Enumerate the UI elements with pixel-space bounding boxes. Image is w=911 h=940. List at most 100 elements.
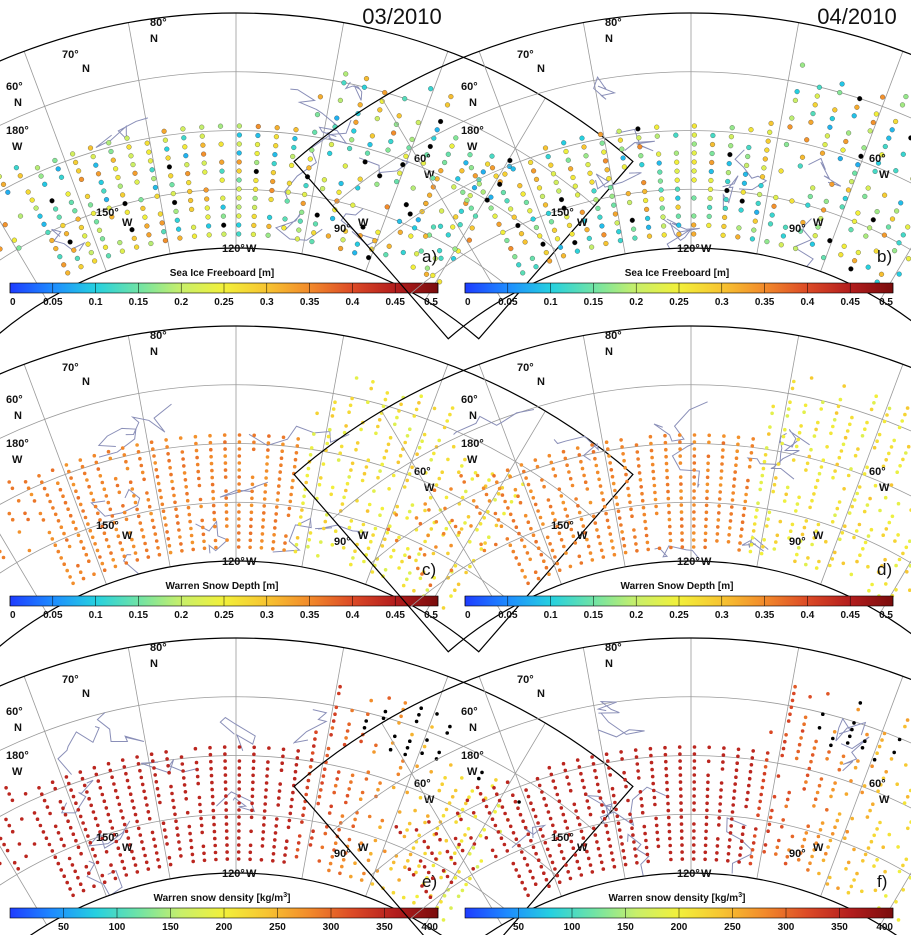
- lat-label-70: 70°: [517, 362, 534, 374]
- lon-label-w: W: [879, 794, 890, 806]
- lat-label-70: 70°: [517, 674, 534, 686]
- colorbar-tick-label: 0.25: [214, 297, 234, 308]
- colorbar-tick-label: 0.1: [544, 297, 558, 308]
- panel-letter: a): [422, 247, 437, 266]
- colorbar-tick-label: 0.15: [584, 297, 604, 308]
- lat-label-n: N: [14, 97, 22, 109]
- date-label: 03/2010: [362, 4, 442, 29]
- lat-label-80: 80°: [605, 330, 622, 342]
- panel-letter: d): [877, 560, 892, 579]
- lon-label-120: 120°: [677, 868, 700, 880]
- colorbar-tick-label: 200: [216, 922, 233, 933]
- lon-label-180: 180°: [461, 750, 484, 762]
- lat-label-70: 70°: [62, 674, 79, 686]
- lat-label-70: 70°: [62, 362, 79, 374]
- colorbar-tick-label: 0: [10, 610, 16, 621]
- colorbar-tick-label: 0: [10, 297, 16, 308]
- colorbar-tick-label: 0.25: [669, 610, 689, 621]
- colorbar-tick-label: 0.05: [43, 297, 63, 308]
- lon-label-w: W: [246, 556, 257, 568]
- colorbar-tick-label: 0.3: [715, 297, 729, 308]
- lat-label-60: 60°: [461, 81, 478, 93]
- colorbar-tick-label: 150: [617, 922, 634, 933]
- lon-label-w: W: [813, 842, 824, 854]
- lat-label-60: 60°: [6, 81, 23, 93]
- colorbar-tick-label: 0.1: [89, 297, 103, 308]
- colorbar-tick-label: 300: [778, 922, 795, 933]
- lon-label-w: W: [358, 217, 369, 229]
- lat-label-60: 60°: [6, 394, 23, 406]
- colorbar-tick-label: 0.45: [385, 297, 405, 308]
- colorbar-tick-label: 0.3: [260, 610, 274, 621]
- colorbar-tick-label: 0.4: [800, 610, 814, 621]
- colorbar-tick-label: 350: [831, 922, 848, 933]
- colorbar-tick-label: 0.45: [840, 610, 860, 621]
- lat-label-n: N: [82, 63, 90, 75]
- panel-letter: e): [422, 872, 437, 891]
- panel-letter: f): [877, 872, 887, 891]
- colorbar-tick-label: 0.2: [629, 610, 643, 621]
- lat-label-n: N: [150, 346, 158, 358]
- lon-label-180: 180°: [461, 438, 484, 450]
- lat-label-n: N: [150, 658, 158, 670]
- colorbar-tick-label: 0.15: [584, 610, 604, 621]
- lon-label-w: W: [12, 454, 23, 466]
- lon-label-120: 120°: [222, 243, 245, 255]
- colorbar-tick-label: 0.5: [424, 297, 438, 308]
- lon-label-w: W: [122, 217, 133, 229]
- colorbar-tick-label: 0.3: [260, 297, 274, 308]
- lon-label-60: 60°: [869, 778, 886, 790]
- lat-label-n: N: [537, 376, 545, 388]
- colorbar-tick-label: 50: [513, 922, 525, 933]
- lat-label-60: 60°: [461, 394, 478, 406]
- lon-label-150: 150°: [551, 520, 574, 532]
- colorbar-tick-label: 0.3: [715, 610, 729, 621]
- lon-label-w: W: [577, 217, 588, 229]
- colorbar-tick-label: 0.1: [544, 610, 558, 621]
- colorbar-tick-label: 0.35: [300, 297, 320, 308]
- colorbar-tick-label: 0.15: [129, 297, 149, 308]
- colorbar-tick-label: 0.2: [174, 297, 188, 308]
- lon-label-w: W: [122, 842, 133, 854]
- lat-label-n: N: [605, 658, 613, 670]
- colorbar-tick-label: 400: [421, 922, 438, 933]
- variable-title: Sea Ice Freeboard [m]: [170, 268, 274, 279]
- colorbar-tick-label: 0.45: [385, 610, 405, 621]
- panel-letter: b): [877, 247, 892, 266]
- map-panel-e: 80°N70°N60°N180°W150°W120°W90°W60°We)War…: [0, 638, 633, 935]
- colorbar-tick-label: 0: [465, 297, 471, 308]
- lon-label-90: 90°: [789, 536, 806, 548]
- data-points: [395, 685, 911, 922]
- lat-label-60: 60°: [6, 706, 23, 718]
- colorbar-tick-label: 0.5: [424, 610, 438, 621]
- map-panel-f: 80°N70°N60°N180°W150°W120°W90°W60°Wf)War…: [294, 638, 911, 935]
- lat-label-n: N: [537, 688, 545, 700]
- colorbar-tick-label: 150: [162, 922, 179, 933]
- lon-label-60: 60°: [869, 153, 886, 165]
- colorbar-tick-label: 100: [109, 922, 126, 933]
- lon-label-w: W: [358, 842, 369, 854]
- lon-label-w: W: [879, 169, 890, 181]
- colorbar-tick-label: 0.2: [629, 297, 643, 308]
- coastline: [58, 710, 326, 896]
- lat-label-80: 80°: [150, 330, 167, 342]
- colorbar-tick-label: 0.05: [498, 610, 518, 621]
- lat-label-80: 80°: [605, 642, 622, 654]
- lat-label-n: N: [469, 410, 477, 422]
- lat-label-n: N: [14, 410, 22, 422]
- date-label: 04/2010: [817, 4, 897, 29]
- lat-label-70: 70°: [517, 49, 534, 61]
- lon-label-w: W: [246, 868, 257, 880]
- colorbar-tick-label: 200: [671, 922, 688, 933]
- lon-label-90: 90°: [334, 223, 351, 235]
- data-points: [387, 376, 911, 598]
- colorbar-tick-label: 0.45: [840, 297, 860, 308]
- colorbar-tick-label: 0.4: [345, 610, 359, 621]
- lat-label-60: 60°: [461, 706, 478, 718]
- lat-label-n: N: [14, 722, 22, 734]
- lon-label-90: 90°: [334, 848, 351, 860]
- colorbar-tick-label: 300: [323, 922, 340, 933]
- colorbar-tick-label: 0.05: [498, 297, 518, 308]
- coastline: [512, 702, 869, 890]
